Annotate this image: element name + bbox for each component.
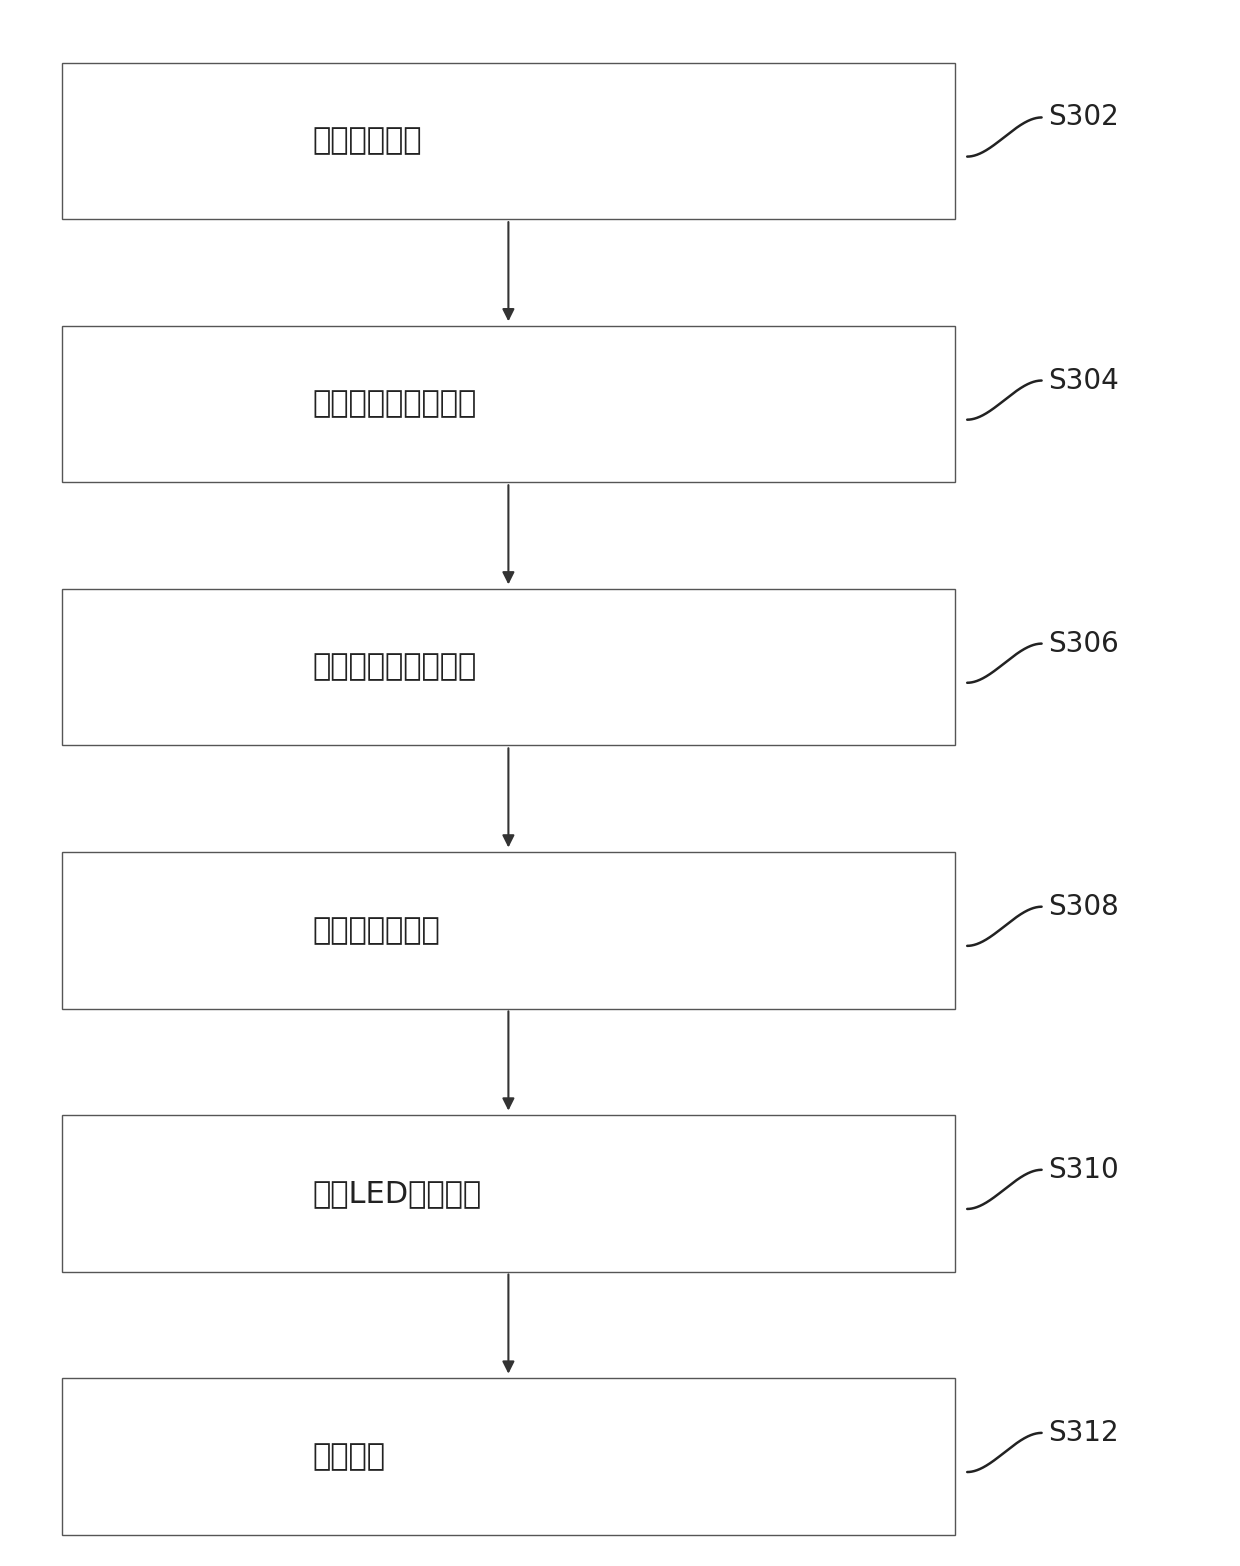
Text: S310: S310: [1048, 1156, 1118, 1184]
Bar: [62, 852, 955, 1009]
Bar: [62, 1115, 955, 1272]
Text: S308: S308: [1048, 893, 1118, 921]
Bar: [62, 63, 955, 219]
Text: 释放相机: 释放相机: [312, 1442, 384, 1470]
Bar: [62, 326, 955, 482]
Text: 调用相机功能: 调用相机功能: [312, 127, 422, 155]
Text: S312: S312: [1048, 1419, 1118, 1447]
Text: S304: S304: [1048, 366, 1118, 395]
Text: S306: S306: [1048, 630, 1118, 658]
Bar: [62, 589, 955, 745]
Text: 获取相机的默认参数: 获取相机的默认参数: [312, 390, 476, 418]
Text: 设置LED灯的参数: 设置LED灯的参数: [312, 1179, 481, 1207]
Text: 调用相机的参数: 调用相机的参数: [312, 916, 440, 944]
Text: S302: S302: [1048, 103, 1118, 132]
Text: 修改相机的默认参数: 修改相机的默认参数: [312, 653, 476, 681]
Bar: [62, 1378, 955, 1535]
